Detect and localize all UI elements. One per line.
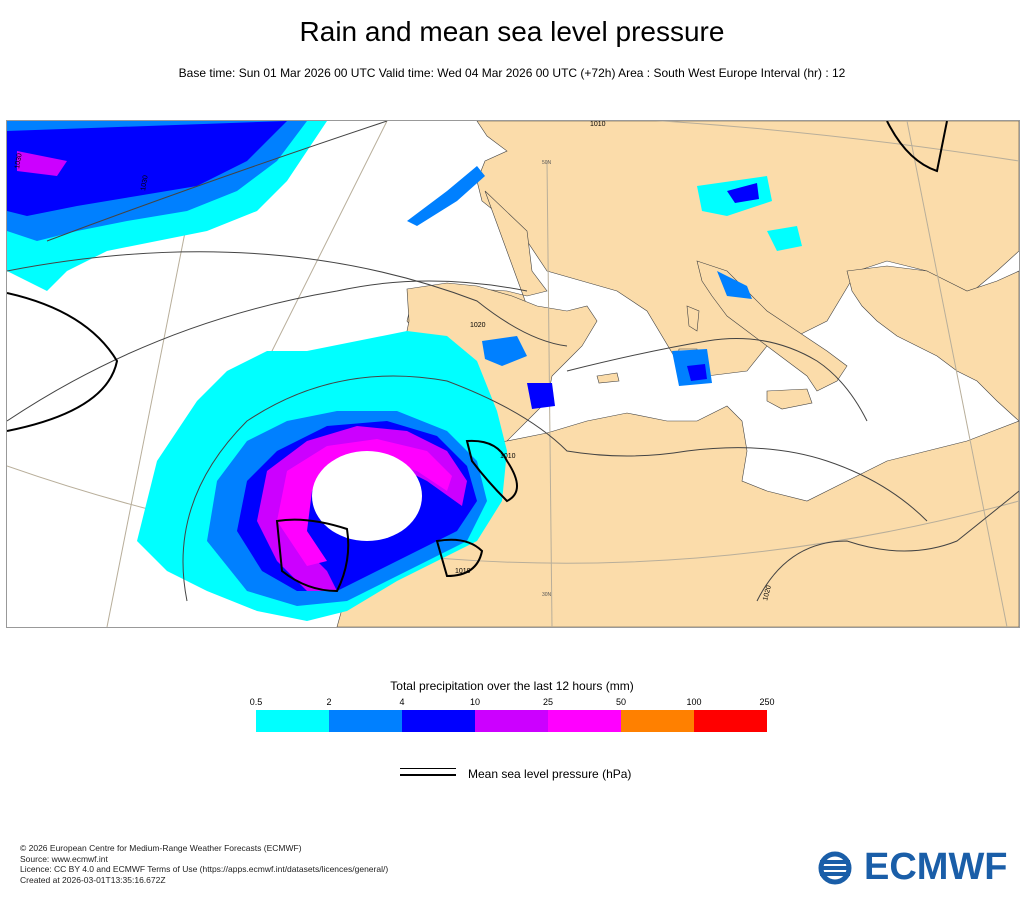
grid-labels: 50N 30N xyxy=(542,160,552,598)
legend-color-bar xyxy=(256,710,767,732)
legend-tick: 4 xyxy=(399,697,405,707)
legend-tick: 50 xyxy=(615,697,627,707)
precip-atlantic-north-magenta xyxy=(17,151,67,176)
ecmwf-logo: ECMWF xyxy=(812,846,1008,889)
ecmwf-logo-icon xyxy=(818,851,852,884)
precip-biscay-streak xyxy=(407,166,485,226)
grid-label: 50N xyxy=(542,160,552,166)
legend-swatch xyxy=(694,710,767,732)
legend-swatch xyxy=(548,710,621,732)
legend-tick: 250 xyxy=(759,697,775,707)
footer-credits: © 2026 European Centre for Medium-Range … xyxy=(20,843,388,885)
isobar-label: 1030 xyxy=(140,175,150,192)
cyclone-eye xyxy=(312,451,422,541)
legend-swatch xyxy=(256,710,329,732)
isobar-labels: 1020 1010 1010 1010 1030 1030 1020 xyxy=(14,121,773,602)
legend-tick: 0.5 xyxy=(249,697,263,707)
land-balkans xyxy=(846,265,1019,422)
legend-swatch xyxy=(329,710,402,732)
mslp-legend-line xyxy=(400,768,456,776)
isobar-label: 1020 xyxy=(470,322,486,329)
legend-swatch xyxy=(402,710,475,732)
map-canvas: 1020 1010 1010 1010 1030 1030 1020 50N 3… xyxy=(7,121,1019,627)
chart-title: Rain and mean sea level pressure xyxy=(299,16,725,47)
precip-alps-core xyxy=(727,183,759,203)
footer-created: Created at 2026-03-01T13:35:16.672Z xyxy=(20,874,166,885)
precipitation-areas xyxy=(7,121,802,621)
footer-copyright: © 2026 European Centre for Medium-Range … xyxy=(20,843,302,853)
land-balearics xyxy=(596,372,620,384)
precipitation-map: 1020 1010 1010 1010 1030 1030 1020 50N 3… xyxy=(6,120,1020,628)
legend-title: Total precipitation over the last 12 hou… xyxy=(390,679,634,693)
precip-cyclone-magenta xyxy=(277,439,452,566)
legend-tick: 2 xyxy=(326,697,332,707)
isobar-label: 1030 xyxy=(14,153,24,170)
isobars-bold xyxy=(7,121,948,593)
legend-tick: 25 xyxy=(542,697,554,707)
precip-spain-2 xyxy=(527,383,555,409)
footer-source: Source: www.ecmwf.int xyxy=(20,853,108,864)
grid-label: 30N xyxy=(542,592,552,598)
isobars xyxy=(7,121,1019,602)
footer-licence: Licence: CC BY 4.0 and ECMWF Terms of Us… xyxy=(20,864,389,874)
isobar-label: 1020 xyxy=(762,585,773,602)
legend-tick: 10 xyxy=(469,697,481,707)
mslp-legend-label: Mean sea level pressure (hPa) xyxy=(468,767,632,781)
precip-italy-1 xyxy=(717,271,752,299)
precip-sardinia-core xyxy=(687,364,707,381)
legend-tick: 100 xyxy=(686,697,702,707)
precip-italy-2 xyxy=(767,226,802,251)
isobar-label: 1010 xyxy=(455,568,471,575)
land-sicily xyxy=(766,388,813,410)
precip-atlantic-north-core xyxy=(7,121,287,216)
ecmwf-logo-text: ECMWF xyxy=(864,846,1008,888)
chart-subtitle: Base time: Sun 01 Mar 2026 00 UTC Valid … xyxy=(178,66,846,80)
isobar-label: 1010 xyxy=(500,453,516,460)
precip-spain-1 xyxy=(482,336,527,366)
legend-swatch xyxy=(475,710,548,732)
land-corsica xyxy=(686,305,700,332)
isobar-label: 1010 xyxy=(590,121,606,128)
legend-swatch xyxy=(621,710,694,732)
